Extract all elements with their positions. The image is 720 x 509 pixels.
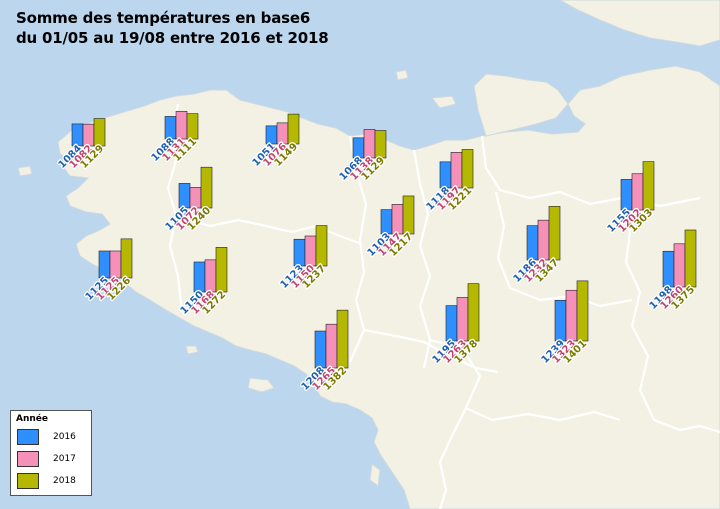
bar-s15-2018	[467, 283, 480, 342]
border-vendee	[438, 407, 467, 509]
bar-s1-2016	[71, 123, 84, 147]
legend-item-2018: 2018	[17, 473, 89, 493]
border-cotes-morbihan	[175, 214, 363, 246]
bar-s6-2016	[439, 161, 452, 189]
legend-label-2016: 2016	[53, 432, 76, 442]
bar-s8-2016	[380, 209, 393, 235]
bar-s10-2016	[193, 261, 206, 293]
bar-s13-2016	[662, 250, 675, 288]
map-title-line2: du 01/05 au 19/08 entre 2016 et 2018	[16, 29, 329, 47]
bar-s8-2017	[391, 204, 404, 235]
island-noirmoutier	[369, 463, 381, 487]
bar-s9-2017	[109, 250, 122, 279]
island-belle-ile	[247, 377, 275, 393]
legend-item-2016: 2016	[17, 429, 89, 449]
legend-swatch-2017	[17, 451, 39, 467]
map-title-line1: Somme des températures en base6	[16, 9, 311, 27]
border-mayenne	[412, 149, 432, 369]
border-loire-atlantique	[363, 328, 499, 374]
bar-s5-2018	[200, 166, 213, 209]
border-sarthe	[494, 191, 633, 308]
bar-s12-2018	[548, 206, 561, 261]
border-maine-et-loire	[429, 338, 621, 422]
bar-s10-2017	[204, 259, 217, 293]
bar-s7-2017	[631, 173, 644, 211]
bar-s16-2016	[554, 300, 567, 342]
bar-s6-2018	[461, 149, 474, 189]
island-groix	[185, 345, 199, 355]
bar-s4-2018	[374, 130, 387, 159]
bar-s12-2016	[526, 225, 539, 261]
bar-s11-2018	[315, 225, 328, 267]
bar-s14-2016	[314, 330, 327, 369]
bar-s4-2016	[352, 137, 365, 159]
england-coast	[558, 0, 720, 47]
bar-s12-2017	[537, 219, 550, 261]
border-ille-et-vilaine	[348, 135, 368, 363]
island-ouessant	[17, 165, 33, 177]
bar-s8-2018	[402, 195, 415, 235]
legend-label-2017: 2017	[53, 454, 76, 464]
legend-title: Année	[16, 414, 48, 424]
mainland-land	[57, 65, 720, 509]
bar-s13-2017	[673, 243, 686, 288]
bar-s14-2018	[336, 309, 349, 369]
legend: Année 2016 2017 2018	[10, 410, 92, 496]
bar-s5-2016	[178, 183, 191, 209]
legend-swatch-2016	[17, 429, 39, 445]
bar-s7-2016	[620, 179, 633, 211]
bar-s3-2016	[265, 125, 278, 145]
bar-s16-2017	[565, 289, 578, 342]
border-east	[653, 418, 720, 434]
bar-s1-2017	[82, 123, 95, 147]
bar-s2-2018	[186, 113, 199, 140]
legend-item-2017: 2017	[17, 451, 89, 471]
bar-s14-2017	[325, 323, 338, 369]
bar-s15-2016	[445, 305, 458, 342]
bar-s9-2016	[98, 250, 111, 279]
bar-s13-2018	[684, 229, 697, 288]
legend-label-2018: 2018	[53, 476, 76, 486]
island-jersey	[431, 95, 457, 109]
bar-s2-2017	[175, 110, 188, 140]
bar-s2-2016	[164, 116, 177, 140]
bar-s5-2017	[189, 187, 202, 209]
bar-s11-2017	[304, 235, 317, 267]
bar-s7-2018	[642, 161, 655, 211]
legend-swatch-2018	[17, 473, 39, 489]
island-guernsey	[395, 69, 409, 81]
bar-s4-2017	[363, 129, 376, 159]
bar-s3-2017	[276, 122, 289, 145]
border-eure	[620, 197, 655, 421]
cotentin-peninsula	[473, 73, 569, 137]
bar-s15-2017	[456, 297, 469, 342]
bar-s1-2018	[93, 118, 106, 147]
bar-s10-2018	[215, 247, 228, 293]
bar-s11-2016	[293, 238, 306, 267]
bar-s9-2018	[120, 238, 133, 279]
bar-s6-2017	[450, 152, 463, 189]
bar-s3-2018	[287, 113, 300, 145]
bar-s16-2018	[576, 280, 589, 342]
